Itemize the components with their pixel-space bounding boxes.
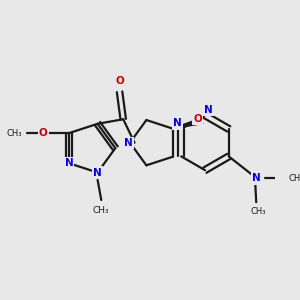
Text: CH₃: CH₃ xyxy=(250,207,266,216)
Text: N: N xyxy=(204,105,213,115)
Text: O: O xyxy=(115,76,124,86)
Text: O: O xyxy=(193,114,202,124)
Text: N: N xyxy=(252,173,261,183)
Text: CH₃: CH₃ xyxy=(93,206,110,215)
Text: N: N xyxy=(173,118,182,128)
Text: N: N xyxy=(124,138,133,148)
Text: O: O xyxy=(39,128,48,138)
Text: CH₃: CH₃ xyxy=(289,174,300,183)
Text: CH₃: CH₃ xyxy=(6,129,22,138)
Text: N: N xyxy=(93,167,102,178)
Text: N: N xyxy=(64,158,73,168)
